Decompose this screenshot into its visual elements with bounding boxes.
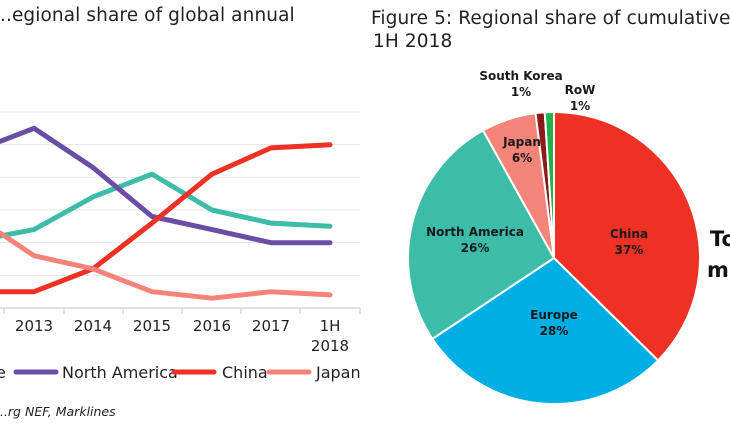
pie-label-name: North America <box>426 225 524 239</box>
pie-label-name: RoW <box>565 83 596 97</box>
pie-chart-title: Figure 5: Regional share of cumulative <box>371 8 730 29</box>
x-tick-label: 1H <box>320 317 341 335</box>
series-line-north-america <box>0 125 333 246</box>
pie-label-value: 6% <box>512 151 532 165</box>
legend-label: North America <box>62 363 178 382</box>
series-line-japan <box>0 230 333 301</box>
pie-slice-europe <box>431 256 660 405</box>
x-tick-label: 2016 <box>193 317 231 335</box>
line-chart: 2013 2014 2015 2016 2017 1H 2018 e North America… <box>0 111 361 382</box>
line-chart-title: ...egional share of global annual <box>0 5 295 26</box>
x-tick-label: 2018 <box>311 337 349 355</box>
legend-label: e <box>0 363 6 382</box>
legend-label: China <box>222 363 268 382</box>
pie-label-name: Europe <box>530 308 578 322</box>
series-line-china <box>0 142 333 295</box>
side-text: m <box>707 258 729 282</box>
x-tick-label: 2015 <box>133 317 171 335</box>
pie-slice-china <box>553 110 701 362</box>
x-tick-label: 2014 <box>74 317 112 335</box>
pie-slice-row <box>543 110 555 259</box>
legend-label: Japan <box>315 363 361 382</box>
x-tick-label: 2017 <box>252 317 290 335</box>
pie-slice-north-america <box>407 129 556 341</box>
pie-label-value: 28% <box>540 324 569 338</box>
x-tick-label: 2013 <box>15 317 53 335</box>
pie-label-name: South Korea <box>479 69 562 83</box>
source-note: ...rg NEF, Marklines <box>0 404 116 419</box>
side-text: To <box>710 227 730 251</box>
pie-label-value: 1% <box>570 99 590 113</box>
pie-label-name: China <box>610 227 648 241</box>
pie-label-name: Japan <box>502 135 541 149</box>
pie-chart-subtitle: 1H 2018 <box>373 31 453 52</box>
pie-label-value: 37% <box>615 243 644 257</box>
pie-label-value: 26% <box>461 241 490 255</box>
pie-label-value: 1% <box>511 85 531 99</box>
